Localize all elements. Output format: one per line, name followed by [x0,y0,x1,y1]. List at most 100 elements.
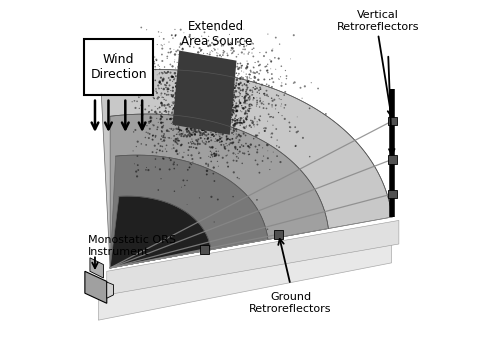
Point [208,64,216,69]
Point [181,101,189,106]
Point [212,113,220,118]
Point [147,78,155,83]
Point [224,116,232,121]
Point [216,76,224,82]
Point [256,95,264,101]
Point [204,94,212,99]
Point [270,97,278,102]
Point [170,145,178,151]
Point [204,162,212,167]
Point [238,94,246,99]
Point [217,106,225,112]
Point [234,85,241,90]
Point [196,81,203,86]
Point [220,63,228,69]
Point [171,103,179,109]
Point [256,99,264,104]
Point [203,86,211,91]
Point [162,70,170,76]
Point [214,87,222,93]
Point [227,99,235,105]
Point [178,109,186,114]
Point [268,98,276,103]
Point [262,106,270,111]
Point [183,94,191,99]
Point [229,110,237,115]
Point [232,128,240,134]
Point [231,65,239,70]
Point [180,105,188,110]
Point [210,89,218,94]
Point [194,69,202,74]
Point [242,117,250,122]
Point [182,35,190,40]
Point [188,122,196,127]
Point [210,89,218,95]
Point [156,34,164,39]
Point [232,106,239,112]
Point [196,96,203,101]
Point [251,86,259,92]
Point [224,164,232,169]
Point [265,101,273,106]
Point [186,120,194,125]
Point [231,94,239,99]
Point [184,57,192,63]
Point [253,150,261,155]
Point [171,70,179,76]
Point [202,82,210,87]
Point [236,91,244,96]
Point [174,127,182,132]
Point [206,43,214,48]
Point [194,90,202,96]
Point [173,117,181,122]
Point [202,121,210,126]
Point [173,131,181,137]
Point [193,90,201,95]
Point [162,110,170,115]
Point [209,132,217,137]
Point [214,80,222,85]
Point [253,98,261,103]
Point [230,91,238,97]
Point [222,83,230,88]
Point [224,71,232,76]
Point [234,103,242,108]
Point [196,78,204,84]
Point [228,113,236,118]
Point [185,91,193,97]
Point [163,56,171,61]
Point [214,79,222,84]
Point [226,66,234,72]
Point [174,69,182,74]
Point [189,54,197,60]
Point [210,153,218,159]
Point [198,127,206,132]
Point [216,91,224,96]
Point [212,91,220,96]
Point [200,119,208,125]
Point [245,106,253,111]
Point [216,122,224,128]
Point [212,122,220,127]
Point [189,65,197,70]
Point [182,57,190,62]
Point [233,117,241,123]
Point [220,86,228,91]
Point [205,91,213,96]
Point [174,64,182,70]
Point [208,120,216,125]
Point [208,124,216,129]
Point [214,163,222,169]
Point [210,97,218,102]
Point [230,94,237,100]
Point [233,74,241,80]
Point [242,93,250,99]
Point [238,74,246,80]
Point [186,62,194,67]
Point [214,197,222,202]
Point [208,104,216,109]
Point [190,129,198,135]
Point [226,72,234,78]
Point [222,95,230,100]
